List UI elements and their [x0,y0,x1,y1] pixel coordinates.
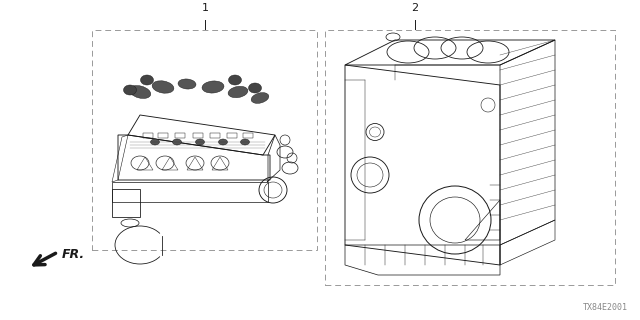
Ellipse shape [228,86,248,98]
Ellipse shape [124,85,136,95]
Ellipse shape [150,139,159,145]
Bar [112,189,140,217]
Bar [158,133,168,138]
Text: FR.: FR. [62,247,85,260]
Ellipse shape [178,79,196,89]
Bar [210,133,220,138]
Ellipse shape [241,139,250,145]
Ellipse shape [195,139,205,145]
Bar [243,133,253,138]
Ellipse shape [129,85,151,99]
Text: 2: 2 [412,3,419,13]
Bar [193,133,203,138]
Bar [227,133,237,138]
Ellipse shape [152,81,174,93]
Bar [143,133,153,138]
Text: 1: 1 [202,3,209,13]
Ellipse shape [248,83,262,93]
Ellipse shape [173,139,182,145]
Ellipse shape [202,81,224,93]
Bar [92,30,317,250]
Ellipse shape [218,139,227,145]
Ellipse shape [228,75,241,85]
Bar [175,133,185,138]
Bar [325,30,615,285]
Text: TX84E2001: TX84E2001 [583,303,628,312]
Ellipse shape [252,92,269,103]
Ellipse shape [141,75,154,85]
